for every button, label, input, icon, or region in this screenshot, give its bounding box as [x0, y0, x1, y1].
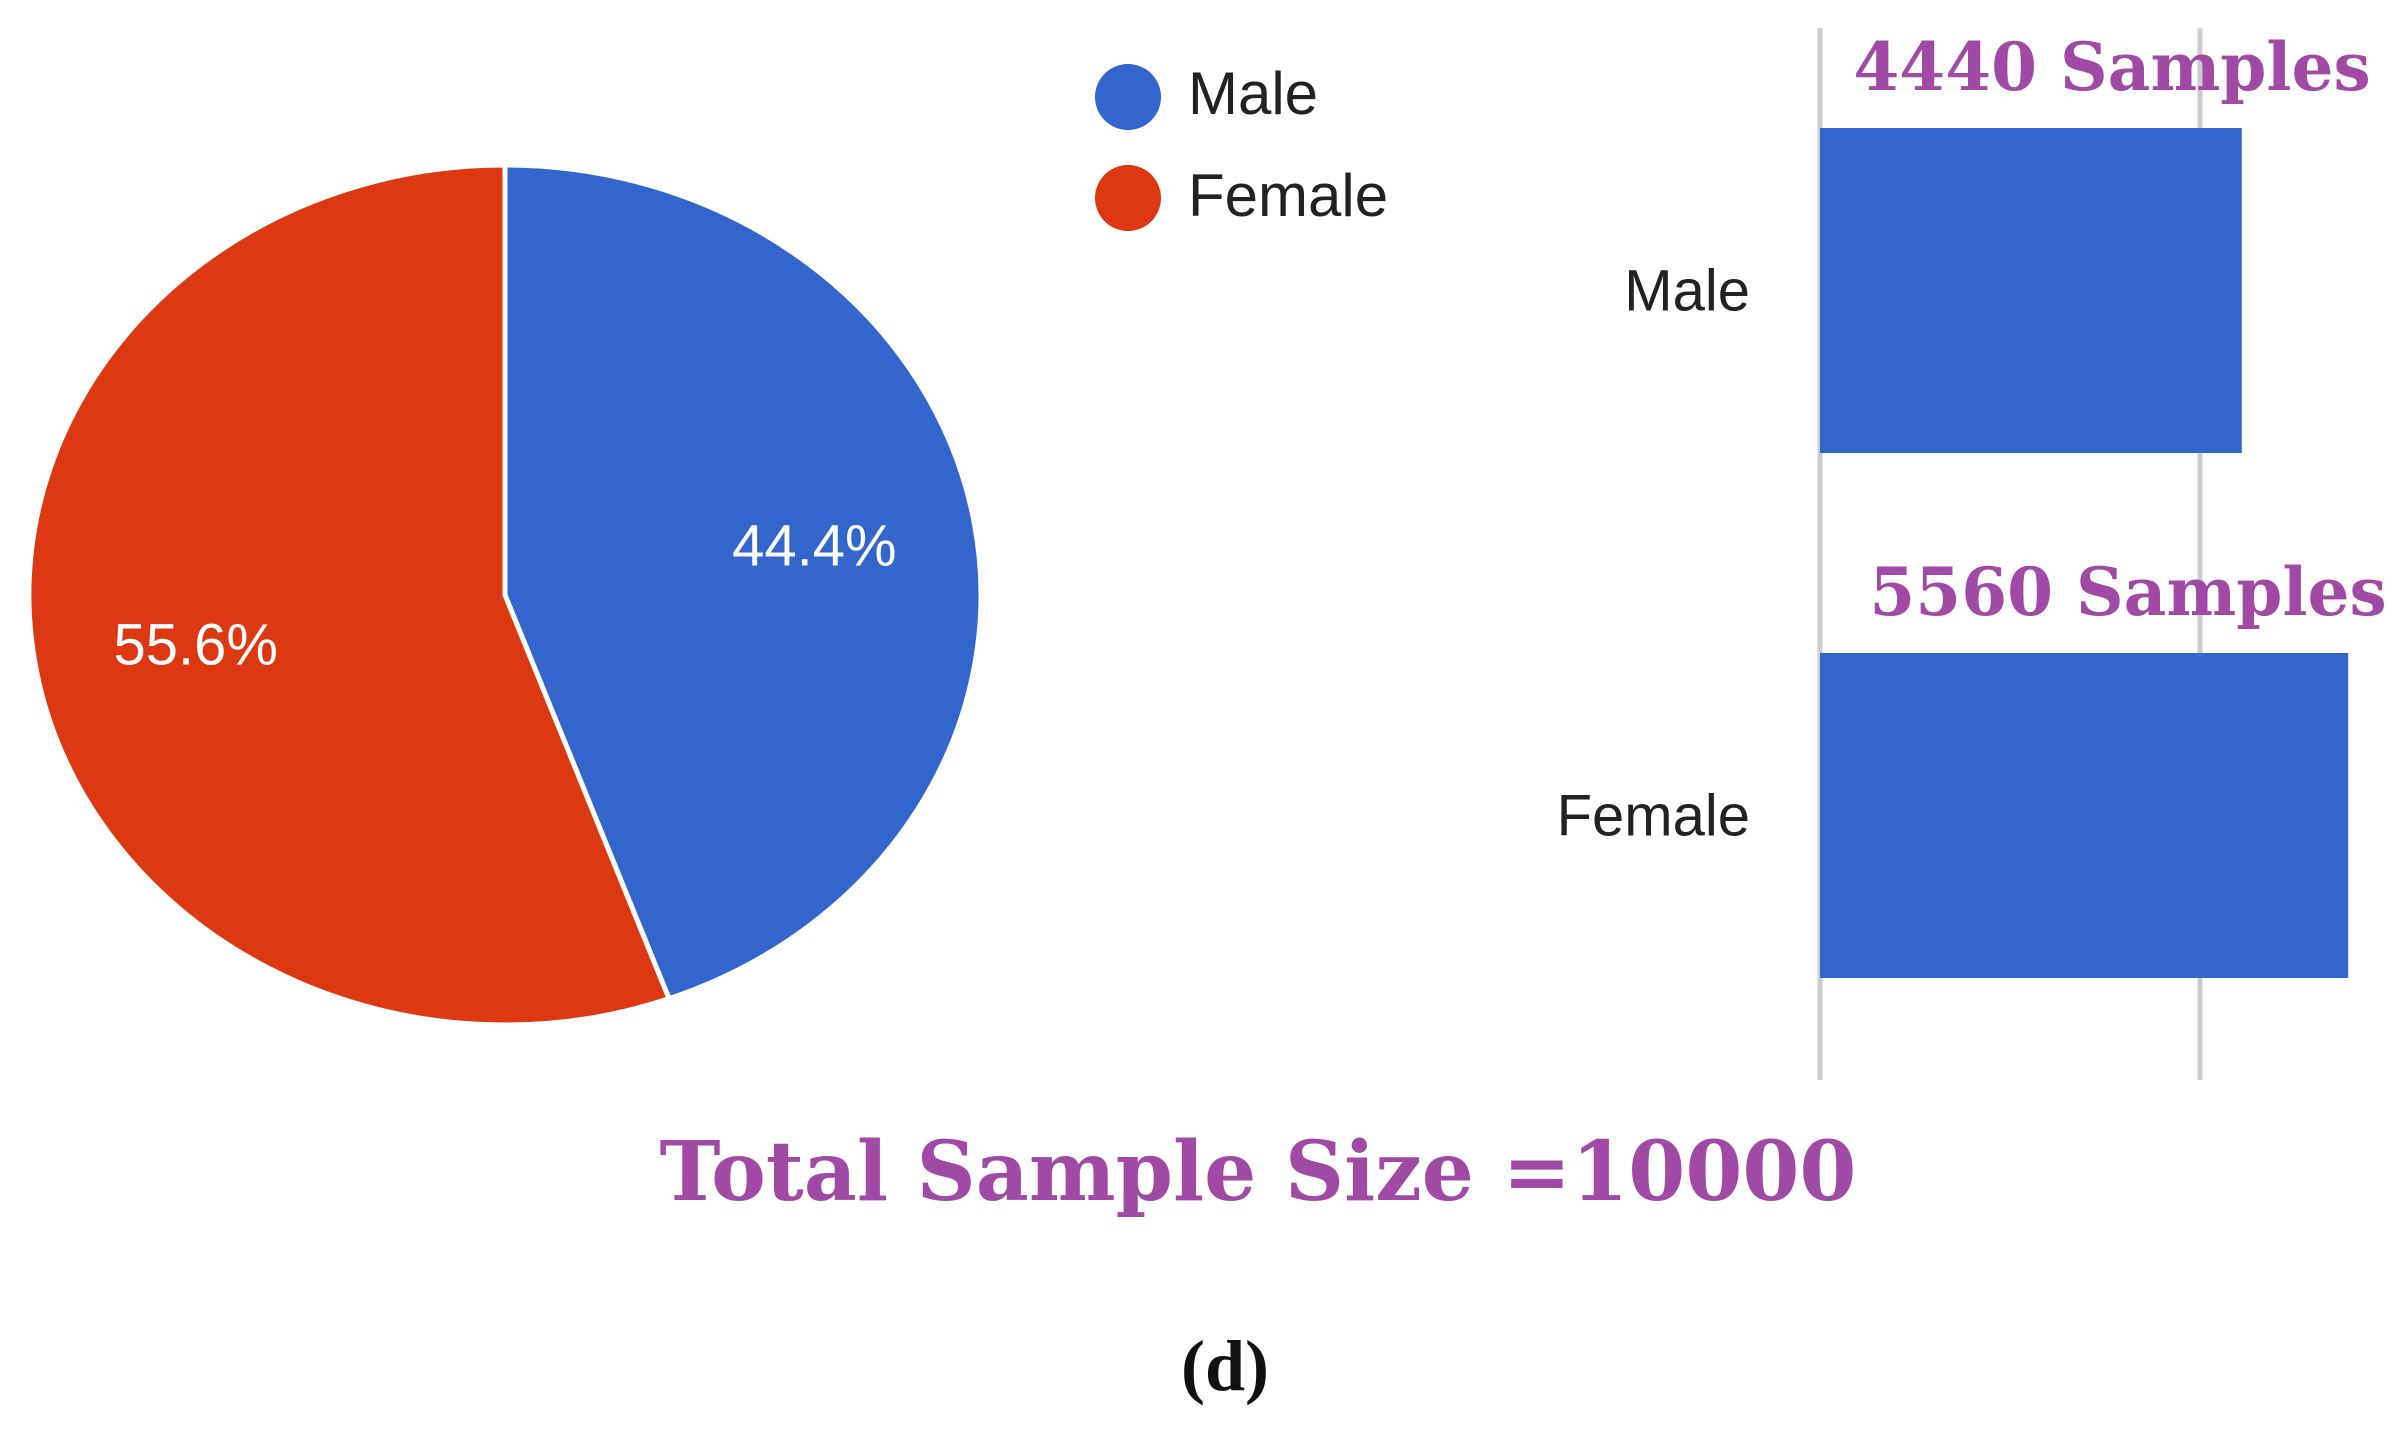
bar-category-label-male: Male: [1624, 259, 1750, 324]
bar-value-label-male: 4440 Samples: [1853, 28, 2370, 106]
legend-label-male: Male: [1188, 60, 1318, 127]
caption-total-sample-size: Total Sample Size =10000: [660, 1124, 1857, 1220]
bar-male: [1820, 128, 2242, 453]
pie-legend: Male Female: [1095, 60, 1388, 231]
legend-swatch-female: [1095, 165, 1161, 231]
bar-category-label-female: Female: [1557, 784, 1750, 849]
panel-label: (d): [1181, 1326, 1269, 1406]
pie-slice-male: [502, 162, 984, 1002]
legend-item-female: Female: [1095, 162, 1388, 231]
pie-slice-female: [26, 162, 673, 1028]
bar-value-label-female: 5560 Samples: [1869, 553, 2386, 631]
bar-chart: Male 4440 Samples Female 5560 Samples: [1557, 28, 2387, 1080]
legend-label-female: Female: [1188, 162, 1388, 229]
bar-female: [1820, 653, 2349, 978]
pie-label-female: 55.6%: [113, 613, 277, 678]
pie-label-male: 44.4%: [732, 513, 896, 578]
legend-swatch-male: [1095, 64, 1161, 130]
legend-item-male: Male: [1095, 60, 1318, 130]
pie-chart: 44.4% 55.6%: [26, 162, 984, 1028]
